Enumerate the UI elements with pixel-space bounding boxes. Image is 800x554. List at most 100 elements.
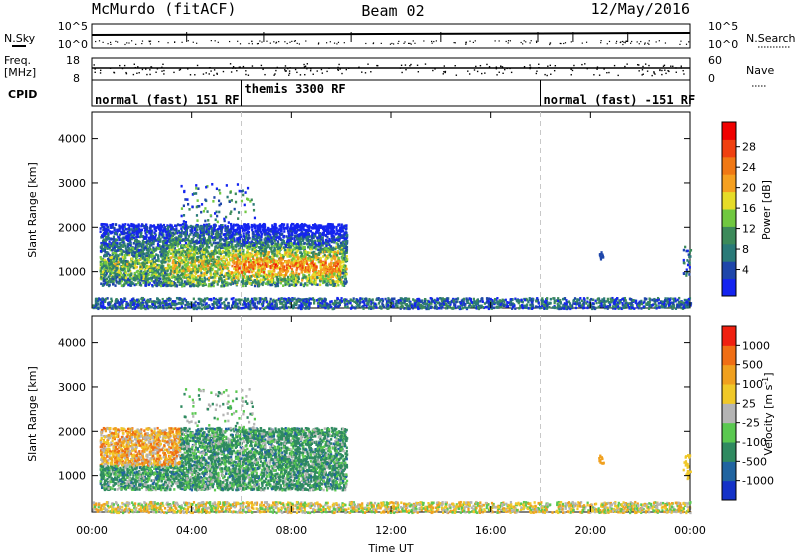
power-echo (259, 248, 262, 251)
power-echo (221, 250, 224, 254)
power-echo (257, 284, 261, 288)
nave-dot (141, 68, 144, 71)
nsearch-dot (472, 41, 474, 44)
power-echo (332, 225, 335, 228)
power-echo (343, 232, 346, 235)
power-echo (130, 272, 133, 275)
power-echo (129, 265, 132, 269)
power-echo (326, 232, 330, 236)
nsearch-dot (115, 40, 117, 42)
power-data (92, 182, 693, 311)
power-echo (294, 256, 297, 259)
nave-dot (236, 70, 238, 72)
power-echo (258, 236, 261, 239)
nave-dot (187, 68, 189, 70)
nsearch-dot (149, 40, 152, 42)
power-echo (307, 245, 310, 249)
power-echo (180, 250, 183, 254)
power-echo (142, 224, 145, 228)
nsearch-tick-bottom: 10^0 (708, 38, 738, 51)
power-echo (200, 260, 203, 263)
nsearch-dot (630, 42, 632, 44)
power-echo (129, 263, 133, 266)
power-echo (337, 257, 340, 260)
power-echo (258, 249, 261, 253)
power-echo (252, 261, 255, 264)
power-echo (301, 266, 304, 269)
power-echo (201, 280, 204, 284)
power-echo (219, 254, 222, 257)
power-echo (235, 261, 239, 265)
power-echo (170, 246, 173, 249)
power-echo (110, 267, 114, 271)
power-echo (279, 281, 282, 285)
power-echo (226, 267, 229, 270)
power-echo (306, 279, 309, 283)
nave-dot (296, 71, 298, 74)
nave-dot (287, 67, 289, 70)
power-echo (228, 270, 232, 274)
power-echo (205, 255, 208, 259)
nave-dot (99, 72, 102, 74)
power-echo (296, 228, 299, 232)
nave-dot (432, 69, 434, 72)
nave-dot (593, 74, 595, 76)
power-echo (217, 260, 220, 263)
power-echo (246, 238, 250, 242)
power-echo (127, 261, 130, 265)
power-echo (144, 284, 147, 287)
nave-dot (644, 63, 647, 65)
nave-dot (664, 69, 666, 71)
nave-dot (284, 65, 287, 67)
power-echo (100, 236, 103, 239)
power-echo (156, 259, 159, 262)
power-echo (159, 229, 162, 233)
nsearch-dot (248, 42, 250, 45)
power-echo (203, 237, 207, 241)
power-echo (282, 256, 285, 259)
power-echo (127, 283, 130, 287)
power-echo (225, 238, 228, 242)
power-echo (311, 242, 314, 245)
power-echo (135, 270, 138, 274)
power-echo (170, 236, 173, 240)
power-echo (185, 229, 189, 233)
power-echo (189, 270, 192, 274)
nave-dot (299, 74, 302, 76)
nave-dot (535, 72, 538, 75)
power-echo (257, 246, 260, 249)
power-echo (148, 245, 151, 249)
power-echo (206, 256, 209, 260)
power-echo (238, 232, 241, 236)
nave-dot (245, 70, 247, 72)
nave-dot (303, 63, 305, 66)
power-echo (203, 256, 206, 260)
power-echo (339, 249, 342, 252)
nsearch-dot (435, 40, 437, 42)
power-echo (200, 242, 204, 245)
power-echo (263, 223, 266, 226)
power-echo (208, 223, 211, 226)
power-echo (166, 279, 169, 283)
power-echo (283, 277, 286, 281)
power-echo (315, 265, 318, 269)
power-echo (275, 236, 279, 239)
power-echo (202, 255, 205, 258)
power-echo (129, 284, 132, 287)
power-echo (246, 227, 249, 230)
nave-dot (571, 69, 574, 72)
power-echo (337, 278, 340, 282)
nave-dot (546, 74, 548, 77)
power-echo (260, 282, 263, 285)
power-echo (104, 241, 107, 244)
freq-strip: Freq. [MHz] 18 8 60 0 Nave (4, 54, 774, 87)
power-echo (132, 236, 136, 240)
power-echo (181, 225, 184, 229)
nave-dot (473, 69, 476, 71)
nsearch-dot (644, 42, 646, 44)
nave-dot (538, 63, 540, 65)
power-echo (213, 270, 217, 273)
power-echo (344, 249, 348, 252)
power-echo (179, 283, 182, 286)
nave-dot (504, 68, 506, 71)
